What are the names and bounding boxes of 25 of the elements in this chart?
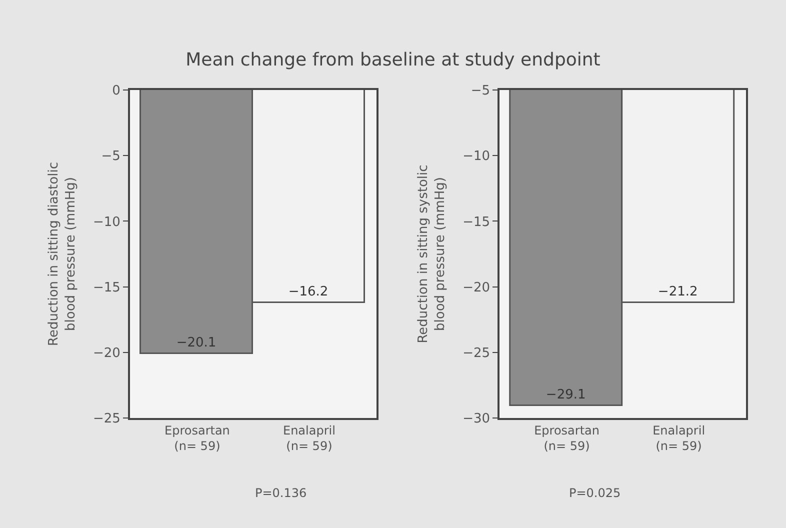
y-tick-label: −25 [92, 412, 120, 427]
data-label: −21.2 [658, 284, 698, 300]
y-tick-label: −25 [462, 346, 490, 361]
y-tick-label: −5 [101, 149, 120, 164]
text: P=0.025 [569, 486, 621, 500]
data-label: −16.2 [288, 284, 328, 300]
x-tick-label: Enalapril (n= 59) [282, 423, 336, 453]
x-tick-label: Eprosartan (n= 59) [164, 423, 230, 453]
y-tick-label: −10 [92, 214, 120, 230]
y-tick-label: −15 [462, 214, 490, 230]
y-tick-label: −15 [92, 280, 120, 296]
y-tick-label: −10 [462, 149, 490, 164]
x-tick-label: Enalapril (n= 59) [652, 423, 706, 453]
data-label: −20.1 [176, 335, 216, 350]
y-tick-label: −20 [462, 280, 490, 296]
data-label: −29.1 [546, 387, 586, 402]
x-tick-label: Eprosartan (n= 59) [534, 423, 600, 453]
y-tick-label: −30 [462, 412, 490, 427]
y-tick-label: 0 [112, 84, 120, 99]
y-axis-title: Reduction in sitting diastolic blood pressure (mmHg) [46, 162, 78, 346]
y-tick-label: −20 [92, 346, 120, 361]
y-axis-title: Reduction in sitting systolic blood pressure (mmHg) [416, 164, 448, 344]
chart-title: Mean change from baseline at study endpoint [186, 49, 600, 70]
text: P=0.136 [255, 486, 307, 500]
y-tick-label: −5 [470, 84, 490, 99]
